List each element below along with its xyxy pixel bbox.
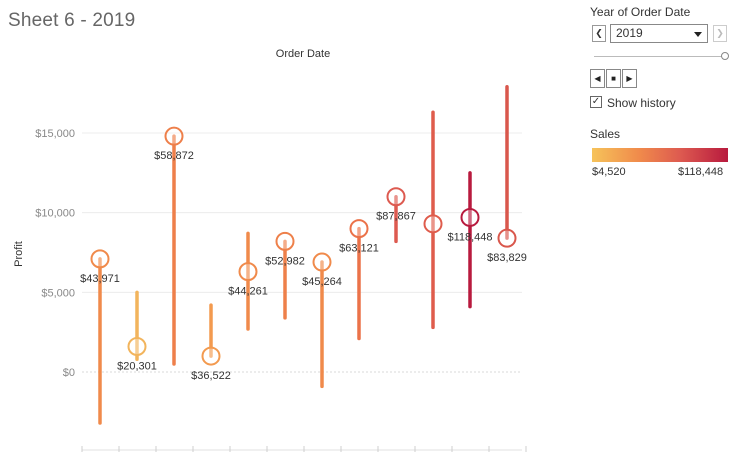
year-select-value: 2019 (616, 26, 643, 40)
data-point (201, 346, 221, 366)
data-label: $83,829 (487, 252, 527, 264)
chevron-right-icon: ❯ (716, 28, 724, 38)
data-label: $44,261 (228, 286, 268, 298)
stop-icon: ■ (611, 74, 616, 83)
scatter-chart: Order Date Profit $0 $5,000 $10,000 $15,000… (13, 48, 527, 452)
data-points (90, 126, 517, 366)
y-tick-label: $15,000 (35, 128, 75, 140)
legend-min-label: $4,520 (592, 166, 626, 178)
y-tick-label: $5,000 (41, 287, 75, 299)
data-point (386, 187, 406, 207)
data-point (275, 231, 295, 251)
step-forward-button[interactable]: ▶ (622, 69, 637, 88)
y-axis-ticks: $0 $5,000 $10,000 $15,000 (35, 128, 75, 379)
prev-year-button[interactable]: ❮ (592, 25, 606, 42)
year-slider-track[interactable] (594, 56, 724, 57)
data-label: $118,448 (447, 231, 492, 243)
chevron-down-icon (694, 32, 702, 37)
legend-max-label: $118,448 (678, 166, 724, 178)
step-back-button[interactable]: ◀ (590, 69, 605, 88)
data-point (238, 262, 258, 282)
y-tick-label: $0 (63, 367, 75, 379)
checkmark-icon: ✓ (591, 96, 601, 107)
data-label: $87,867 (376, 211, 416, 223)
history-trails (98, 85, 509, 425)
data-point (90, 249, 110, 269)
data-label: $36,522 (191, 370, 231, 382)
y-tick-label: $10,000 (35, 208, 75, 220)
step-forward-icon: ▶ (626, 74, 633, 83)
data-point (423, 214, 443, 234)
legend-title: Sales (590, 127, 621, 141)
sheet-title: Sheet 6 - 2019 (8, 10, 136, 31)
data-label: $58,872 (154, 150, 194, 162)
data-label: $63,121 (339, 243, 379, 255)
data-point (349, 219, 369, 239)
data-point (164, 126, 184, 146)
data-label: $52,982 (265, 255, 305, 267)
show-history-label: Show history (607, 96, 676, 110)
gridlines (82, 132, 522, 373)
filter-label: Year of Order Date (590, 5, 691, 19)
data-point (127, 337, 147, 357)
chart-title: Order Date (276, 48, 330, 60)
next-year-button[interactable]: ❯ (713, 25, 727, 42)
data-label: $20,301 (117, 361, 157, 373)
show-history-checkbox[interactable]: ✓ (590, 96, 602, 108)
x-axis-ticks (81, 446, 527, 452)
data-point (312, 252, 332, 272)
year-select[interactable]: 2019 (610, 24, 708, 43)
data-point (460, 207, 480, 227)
chevron-left-icon: ❮ (595, 28, 603, 38)
data-label: $45,264 (302, 276, 342, 288)
color-legend-gradient (592, 148, 728, 162)
data-labels: $43,971 $20,301 $58,872 $36,522 $44,261 $52,9… (80, 150, 527, 382)
year-slider-thumb[interactable] (721, 52, 729, 60)
stop-button[interactable]: ■ (606, 69, 621, 88)
data-point (497, 228, 517, 248)
data-label: $43,971 (80, 273, 120, 285)
playback-controls: ◀ ■ ▶ (590, 69, 638, 88)
step-back-icon: ◀ (594, 74, 601, 83)
y-axis-label: Profit (13, 241, 25, 267)
